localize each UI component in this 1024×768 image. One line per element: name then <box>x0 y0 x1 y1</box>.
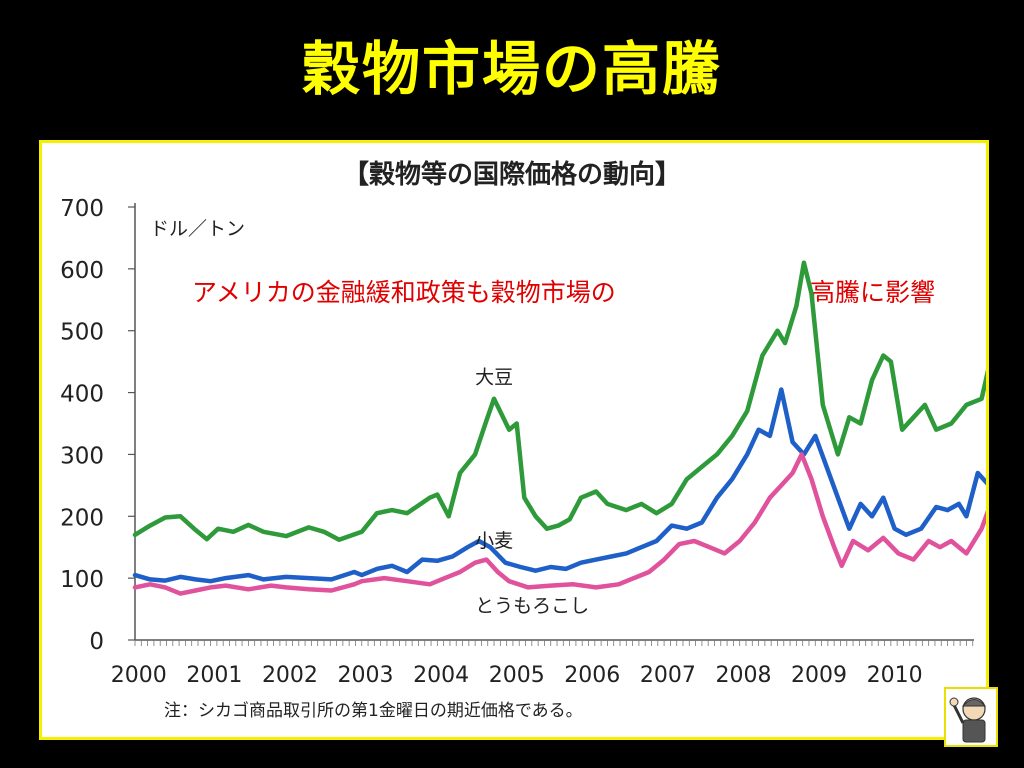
series-label: 大豆 <box>475 366 513 388</box>
series-line <box>132 260 986 543</box>
x-tick-label: 2006 <box>564 663 620 688</box>
x-tick-label: 2004 <box>413 663 469 688</box>
y-tick-label: 100 <box>60 567 104 593</box>
y-tick-label: 500 <box>60 320 104 346</box>
x-tick-label: 2008 <box>715 663 771 688</box>
x-tick-label: 2000 <box>111 663 167 688</box>
chart-title: 【穀物等の国際価格の動向】 <box>343 159 681 190</box>
axes: 0 100 200 300 400 500 600 700 2000 2001 2002 2003 20… <box>60 196 974 688</box>
series-line <box>132 387 986 584</box>
slide-title: 穀物市場の高騰 <box>301 35 722 103</box>
y-axis-unit: ドル／トン <box>150 218 245 240</box>
x-tick-label: 2010 <box>867 663 923 688</box>
x-tick-label: 2007 <box>640 663 696 688</box>
x-tick-label: 2009 <box>791 663 847 688</box>
series-line <box>132 452 986 596</box>
y-tick-label: 200 <box>60 505 104 531</box>
y-tick-label: 400 <box>60 382 104 408</box>
x-tick-label: 2001 <box>186 663 242 688</box>
y-tick-label: 300 <box>60 443 104 469</box>
annotation-left: アメリカの金融緩和政策も穀物市場の <box>192 278 616 307</box>
price-chart: 【穀物等の国際価格の動向】 ドル／トン アメリカの金融緩和政策も穀物市場の 高騰… <box>60 159 986 721</box>
x-tick-label: 2002 <box>262 663 318 688</box>
annotation-right: 高騰に影響 <box>810 278 935 307</box>
mascot-image <box>944 687 998 747</box>
chart-frame: 【穀物等の国際価格の動向】 ドル／トン アメリカの金融緩和政策も穀物市場の 高騰… <box>39 140 989 740</box>
y-tick-label: 0 <box>89 629 104 655</box>
x-tick-label: 2005 <box>489 663 545 688</box>
chart-note: 注：シカゴ商品取引所の第1金曜日の期近価格である。 <box>164 700 583 721</box>
series-label: とうもろこし <box>475 595 589 617</box>
y-tick-label: 700 <box>60 196 104 222</box>
x-tick-label: 2003 <box>338 663 394 688</box>
series-label: 小麦 <box>475 530 513 552</box>
y-tick-label: 600 <box>60 258 104 284</box>
